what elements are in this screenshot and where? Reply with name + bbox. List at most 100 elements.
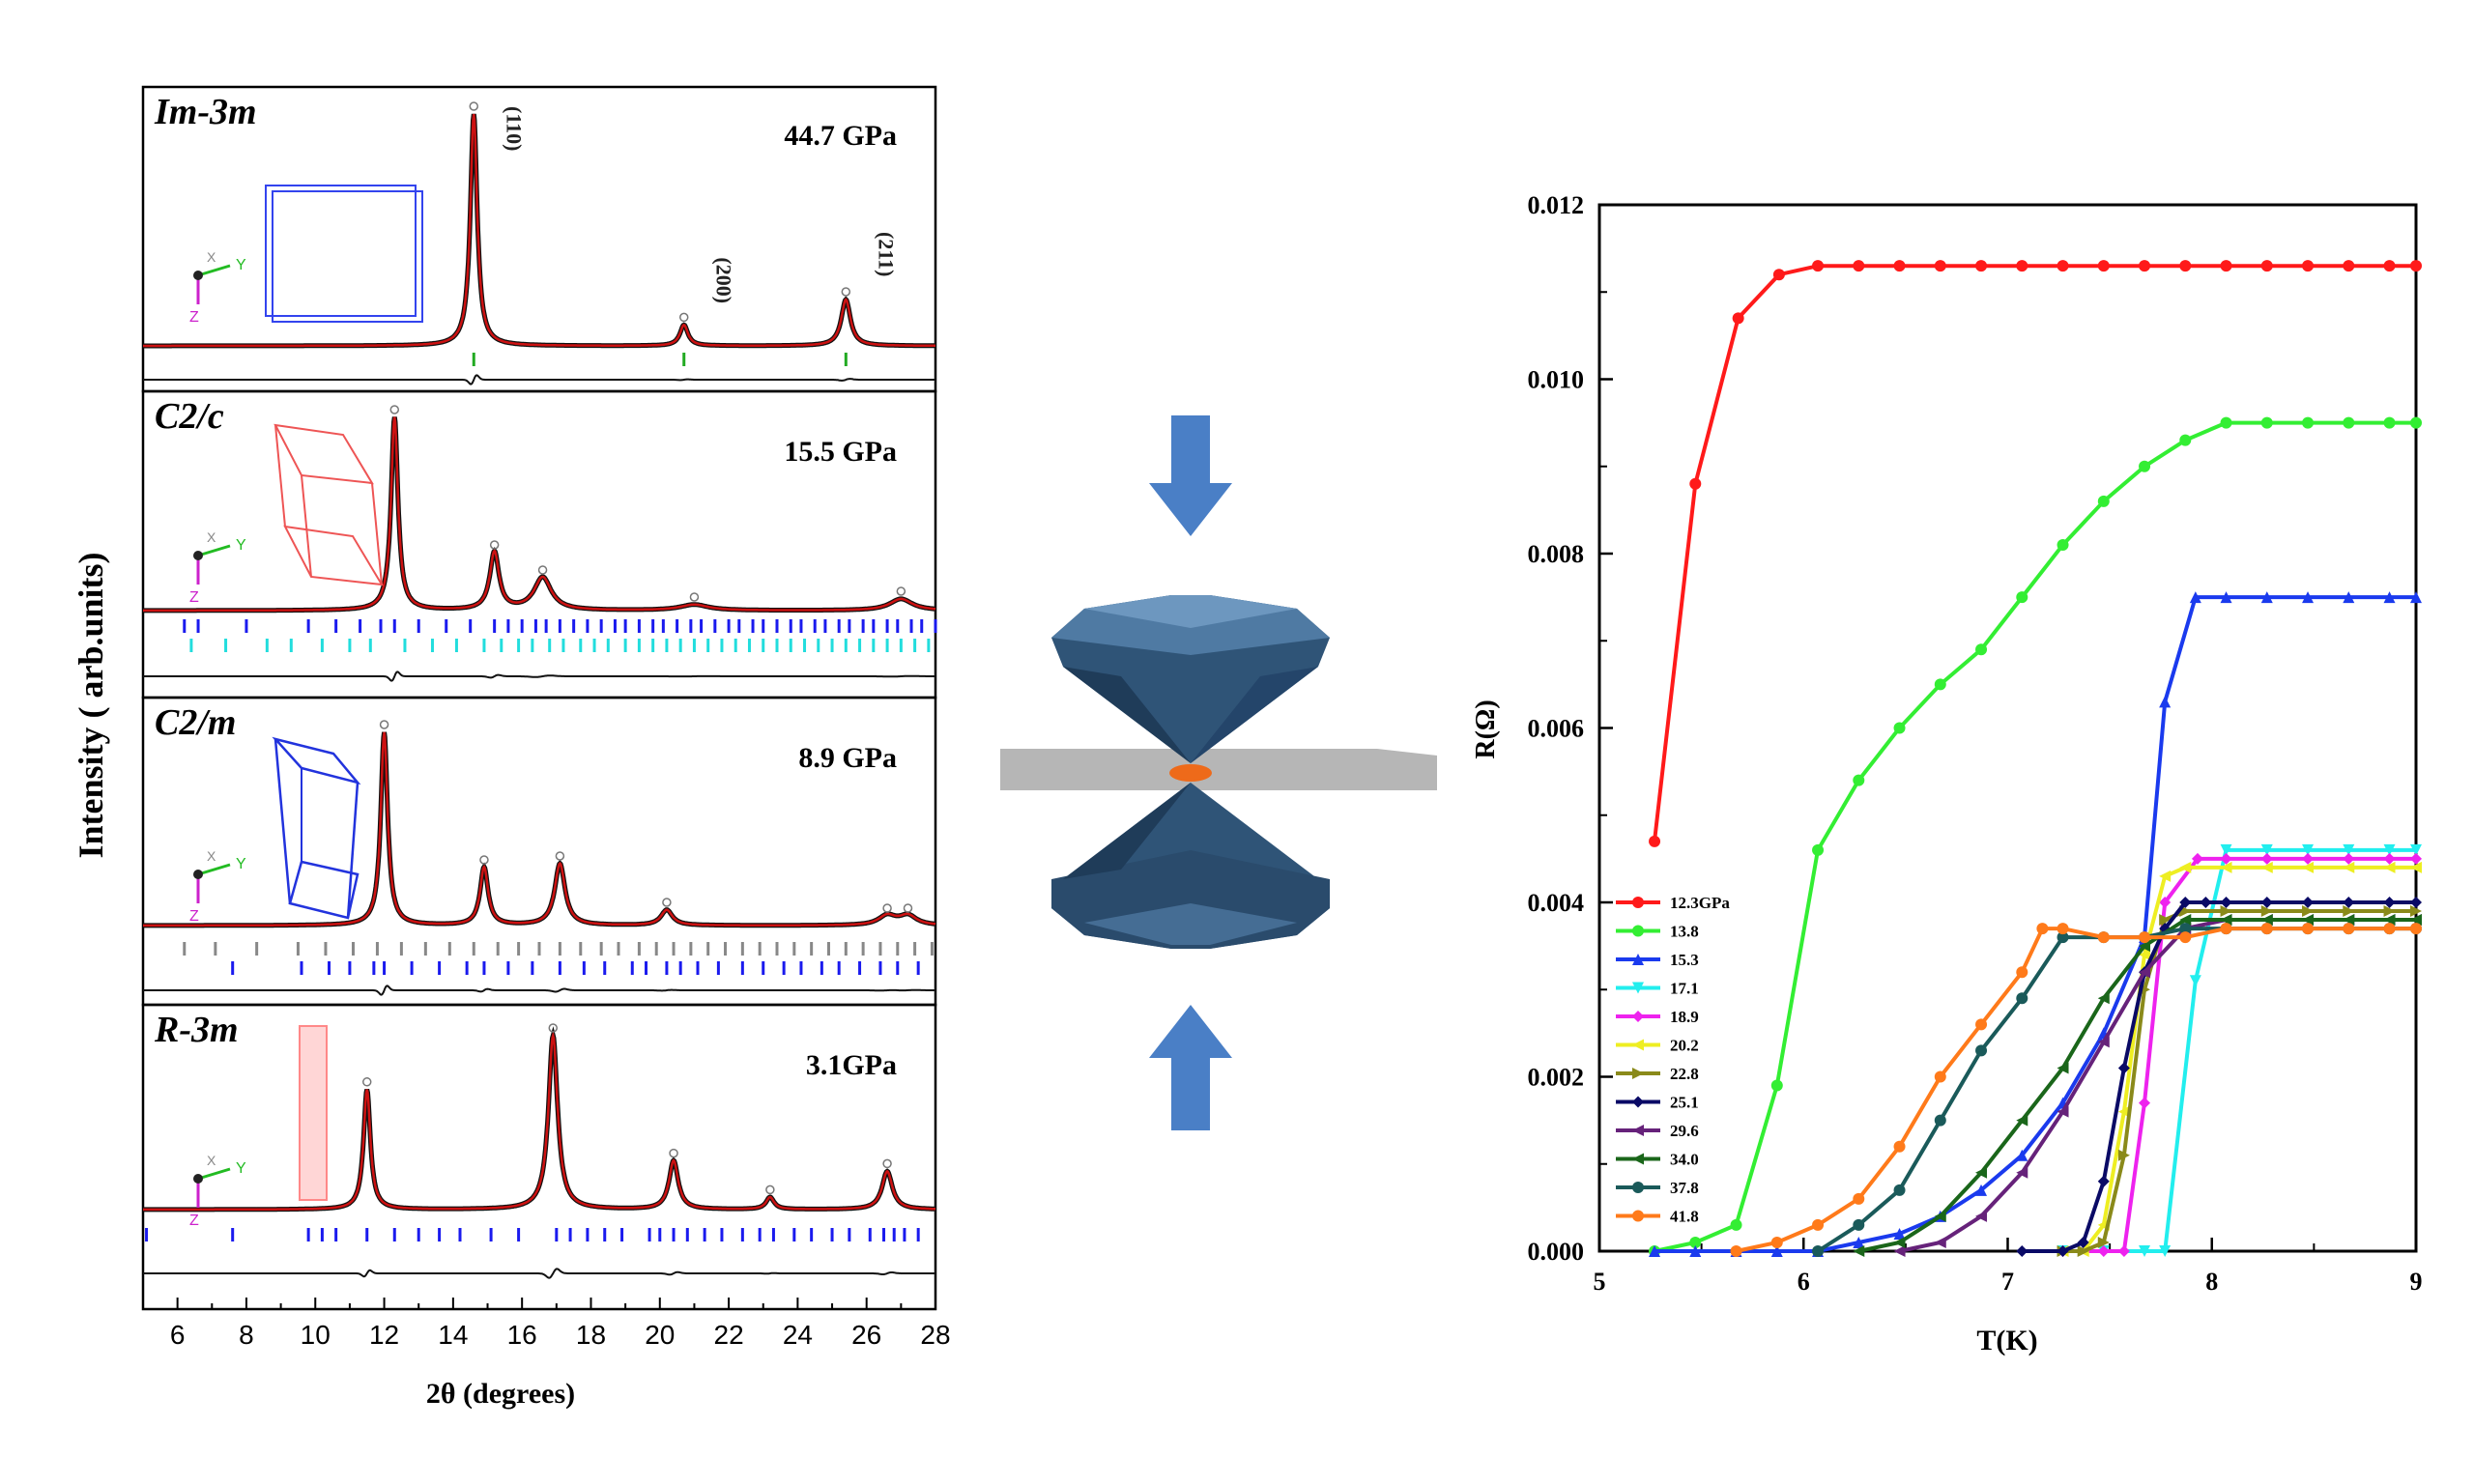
data-point	[1689, 1245, 1702, 1257]
data-point	[2302, 843, 2315, 856]
data-point	[2220, 852, 2232, 865]
data-point	[2016, 1245, 2028, 1257]
data-point	[1632, 1039, 1644, 1051]
data-point	[2159, 1245, 2172, 1257]
data-point	[2191, 852, 2203, 865]
data-point	[2343, 843, 2355, 856]
data-point	[2179, 931, 2192, 944]
xrd-pressure-label: 15.5 GPa	[784, 436, 897, 468]
crystal-axis-label: Y	[236, 856, 246, 872]
xrd-x-tick-label: 14	[438, 1320, 468, 1350]
data-point	[2097, 1036, 2110, 1048]
resistance-y-tick-label: 0.004	[1528, 889, 1585, 917]
data-point	[2260, 852, 2273, 865]
data-point	[2260, 591, 2273, 604]
legend-label: 20.2	[1670, 1037, 1699, 1055]
data-point	[1689, 477, 1702, 490]
resistance-series	[1649, 260, 2422, 1257]
crystal-axis-label: Y	[236, 537, 246, 554]
xrd-phase-label: C2/m	[155, 702, 236, 743]
xrd-x-tick-label: 20	[645, 1320, 675, 1350]
data-point	[2302, 897, 2315, 908]
xrd-subplot-1: Im-3m 44.7 GPa (110) (200) (211) Y Z X	[141, 85, 937, 393]
data-point	[2139, 966, 2151, 979]
data-point	[1772, 269, 1785, 281]
legend-label: 13.8	[1670, 923, 1699, 941]
data-point	[1975, 1210, 1988, 1222]
data-point	[2200, 897, 2212, 908]
data-point	[1893, 260, 1906, 272]
xrd-hkl-label: (110)	[502, 106, 526, 151]
resistance-x-tick-label: 5	[1594, 1268, 1606, 1296]
series-22-8	[2057, 905, 2422, 1257]
data-point	[2189, 975, 2201, 987]
data-point	[1853, 1236, 1865, 1248]
data-point	[2117, 1245, 2130, 1257]
legend-label: 25.1	[1670, 1094, 1699, 1112]
legend-label: 12.3GPa	[1670, 894, 1730, 912]
data-point	[1934, 1114, 1946, 1127]
data-point	[2383, 861, 2396, 873]
data-point	[1975, 260, 1988, 272]
xrd-phase-label: C2/c	[155, 396, 224, 437]
data-point	[2343, 260, 2355, 272]
resistance-y-tick-label: 0.006	[1528, 715, 1585, 743]
data-point	[2097, 1175, 2110, 1187]
xrd-peak-marker	[389, 405, 400, 414]
data-point	[2220, 897, 2232, 908]
xrd-x-tick-label: 6	[170, 1320, 186, 1350]
data-point	[2343, 923, 2355, 935]
data-point	[2220, 861, 2232, 873]
data-point	[2097, 1236, 2110, 1248]
resistance-x-axis-label: T(K)	[1976, 1325, 2037, 1356]
data-point	[2383, 923, 2396, 935]
data-point	[2343, 897, 2355, 908]
series-17-1	[2057, 843, 2422, 1257]
data-point	[2057, 1062, 2069, 1074]
legend-item: 37.8	[1616, 1179, 1699, 1197]
xrd-calculated-curve	[143, 113, 935, 348]
series-line	[1654, 420, 2416, 1253]
crystal-axis-label: X	[207, 848, 216, 864]
legend-item: 17.1	[1616, 980, 1699, 998]
data-point	[2260, 914, 2273, 927]
unit-cell-icon	[299, 1025, 328, 1201]
data-point	[2189, 591, 2201, 604]
xrd-calculated-curve	[143, 1030, 935, 1212]
xrd-difference-curve	[143, 985, 935, 996]
xrd-x-axis-label: 2θ (degrees)	[426, 1378, 575, 1410]
data-point	[2343, 905, 2355, 918]
data-point	[2410, 591, 2422, 604]
data-point	[2383, 905, 2396, 918]
crystal-axis-label: Z	[189, 1213, 199, 1229]
data-point	[2410, 843, 2422, 856]
series-34-0	[1853, 914, 2422, 1257]
data-point	[2179, 861, 2192, 873]
xrd-subplot-2: C2/c 15.5 GPa Y Z X	[141, 389, 937, 699]
resistance-x-tick-label: 9	[2410, 1268, 2423, 1296]
xrd-calculated-curve	[143, 416, 936, 613]
data-point	[1893, 1140, 1906, 1153]
data-point	[2260, 897, 2273, 908]
xrd-peak-marker	[469, 101, 479, 111]
xrd-peak-marker	[479, 855, 489, 865]
data-point	[2383, 852, 2396, 865]
data-point	[1812, 843, 1825, 856]
data-point	[1632, 982, 1644, 994]
diamond-anvil-cell-illustration	[1000, 415, 1437, 1130]
data-point	[2343, 416, 2355, 429]
legend-item: 25.1	[1616, 1094, 1699, 1112]
data-point	[1893, 1245, 1906, 1257]
data-point	[2260, 923, 2273, 935]
legend-label: 22.8	[1670, 1065, 1699, 1083]
crystal-axis-label: X	[207, 249, 216, 265]
data-point	[2383, 591, 2396, 604]
data-point	[1853, 774, 1865, 786]
crystal-axes-icon: Y Z X	[189, 249, 246, 326]
unit-cell-icon	[273, 423, 384, 586]
resistance-y-tick-label: 0.012	[1528, 191, 1585, 219]
data-point	[1649, 835, 1661, 847]
data-point	[2179, 897, 2192, 908]
legend-label: 15.3	[1670, 951, 1699, 969]
